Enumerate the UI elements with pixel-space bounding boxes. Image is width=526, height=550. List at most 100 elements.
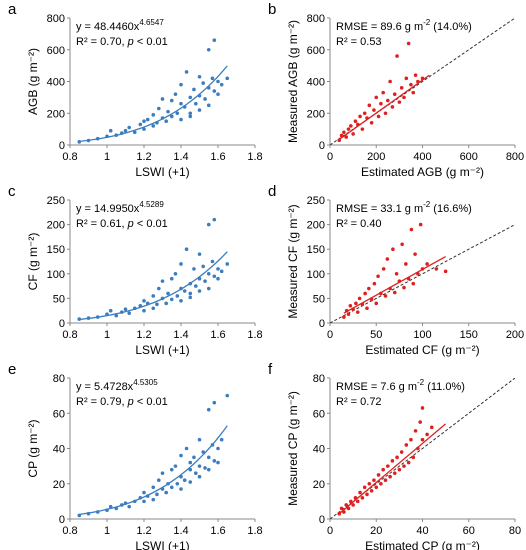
data-point <box>355 310 360 314</box>
y-tick-label: 0 <box>319 140 325 152</box>
equation-text: y = 48.4460x4.6547 <box>76 18 164 33</box>
data-point <box>188 480 193 484</box>
data-point <box>397 100 402 104</box>
x-tick-label: 1 <box>104 329 110 341</box>
data-point <box>151 124 156 128</box>
x-tick-label: 80 <box>509 525 521 537</box>
data-point <box>197 74 202 79</box>
rmse-percent: (14.0%) <box>430 21 472 33</box>
data-point <box>395 54 399 58</box>
data-point <box>346 127 351 131</box>
x-tick-label: 1.4 <box>173 329 188 341</box>
data-point <box>212 217 217 222</box>
data-point <box>216 92 220 96</box>
y-tick-label: 150 <box>307 244 325 256</box>
data-point <box>173 464 178 468</box>
panel-letter: d <box>268 183 276 200</box>
data-point <box>346 312 351 316</box>
data-point <box>390 459 395 463</box>
plot-area <box>330 222 515 323</box>
x-tick-label: 20 <box>370 525 382 537</box>
x-tick-label: 0 <box>327 151 333 163</box>
data-point <box>411 455 416 460</box>
data-point <box>182 478 187 483</box>
data-point <box>344 503 348 507</box>
rmse-value: RMSE = 7.6 g m <box>336 381 417 393</box>
data-point <box>197 464 202 468</box>
data-point <box>132 130 137 135</box>
x-axis-label: Estimated AGB (g m⁻²) <box>361 165 484 179</box>
data-point <box>114 313 119 318</box>
y-tick-label: 250 <box>307 195 325 207</box>
x-axis-label: LSWI (+1) <box>135 165 189 179</box>
data-point <box>392 92 397 96</box>
p-symbol: p <box>127 218 134 230</box>
y-axis-label: Measured AGB (g m⁻²) <box>286 20 300 143</box>
x-tick-label: 1.4 <box>173 525 188 537</box>
x-tick-label: 600 <box>460 151 478 163</box>
data-point <box>206 272 211 276</box>
data-point <box>216 79 220 84</box>
x-tick-label: 1.2 <box>136 329 151 341</box>
data-point <box>201 81 205 85</box>
data-point <box>142 127 146 131</box>
data-point <box>349 499 353 504</box>
x-tick-label: 100 <box>413 329 431 341</box>
data-point <box>400 242 404 247</box>
data-point <box>203 466 207 470</box>
data-point <box>409 227 414 232</box>
x-tick-label: 0 <box>327 525 333 537</box>
data-point <box>388 79 392 84</box>
data-point <box>348 303 353 308</box>
x-tick-label: 1 <box>104 151 110 163</box>
y-tick-label: 40 <box>53 444 65 456</box>
data-point <box>210 259 215 264</box>
data-point <box>404 262 408 266</box>
data-point <box>212 274 217 279</box>
data-point <box>413 73 418 77</box>
x-tick-label: 1.4 <box>173 151 188 163</box>
plot-area <box>330 378 515 519</box>
data-point <box>425 262 429 266</box>
data-point <box>392 471 397 475</box>
data-point <box>367 481 372 486</box>
y-axis-label: AGB (g m⁻²) <box>26 48 40 115</box>
equation-base: y = 5.4728x <box>76 381 134 393</box>
y-tick-label: 100 <box>47 269 65 281</box>
data-point <box>365 492 369 497</box>
data-point <box>216 446 220 451</box>
plot-area <box>77 38 230 144</box>
data-point <box>206 103 211 108</box>
chart-panel-c: c 0.8 1 1.2 1.4 1.6 1.8 0 50 100 150 200 250 LSWI (+1… <box>8 183 263 357</box>
data-point <box>197 437 202 442</box>
x-tick-label: 0.8 <box>62 525 77 537</box>
data-point <box>365 306 369 311</box>
equation-exponent: 4.5289 <box>139 200 164 209</box>
y-tick-label: 200 <box>307 220 325 232</box>
data-point <box>351 503 355 507</box>
rmse-unit-exponent: -2 <box>423 18 431 27</box>
y-tick-label: 200 <box>307 108 325 120</box>
data-point <box>142 119 146 123</box>
data-point <box>381 267 386 271</box>
p-value: < 0.01 <box>134 36 168 48</box>
data-point <box>397 467 402 472</box>
p-symbol: p <box>127 396 134 408</box>
data-point <box>355 499 360 504</box>
data-point <box>346 506 351 511</box>
data-point <box>151 306 156 311</box>
data-point <box>212 89 217 93</box>
data-point <box>219 269 224 274</box>
data-point <box>379 101 383 106</box>
data-point <box>160 471 165 475</box>
x-tick-label: 1.8 <box>247 329 262 341</box>
data-point <box>395 455 399 460</box>
data-point <box>197 289 202 293</box>
data-point <box>127 504 131 509</box>
data-point <box>394 272 399 276</box>
x-tick-label: 1.2 <box>136 151 151 163</box>
data-point <box>188 95 193 100</box>
data-point <box>369 489 374 493</box>
rmse-text: RMSE = 7.6 g m-2 (11.0%) <box>336 378 465 393</box>
data-point <box>372 478 376 483</box>
